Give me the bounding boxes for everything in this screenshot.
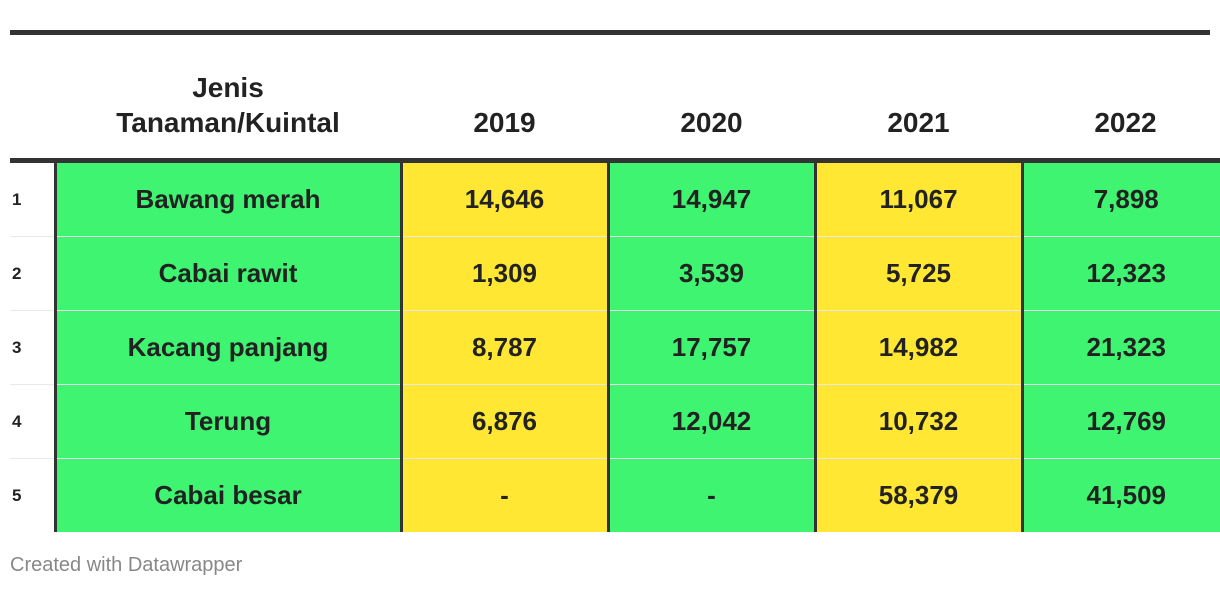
cell-value-2019: -	[399, 458, 608, 532]
cell-value-2019: 6,876	[399, 384, 608, 459]
cell-value-2020: 12,042	[606, 384, 815, 459]
cell-crop-name: Kacang panjang	[53, 310, 401, 385]
table-row: 5 Cabai besar - -58,379 41,509	[10, 458, 1220, 532]
row-rank: 3	[10, 310, 55, 385]
table-header-row: Jenis Tanaman/Kuintal 2019 2020 2021 202…	[10, 35, 1220, 163]
cell-value-2022: 21,323	[1020, 310, 1220, 385]
table-row: 2 Cabai rawit 1,309 3,539 5,725 12,323	[10, 236, 1220, 311]
cell-value-2022: 7,898	[1020, 160, 1220, 237]
cell-crop-name: Cabai besar	[53, 458, 401, 532]
rank-column-header	[10, 35, 55, 163]
cell-value-2019: 14,646	[399, 160, 608, 237]
cell-value-2021: 11,067	[813, 160, 1022, 237]
data-table: Jenis Tanaman/Kuintal 2019 2020 2021 202…	[10, 35, 1220, 532]
table-body: 1 Bawang merah 14,646 14,947 11,067 7,898 2 Cab…	[10, 160, 1220, 532]
cell-value-2020: 17,757	[606, 310, 815, 385]
cell-value-2020: 3,539	[606, 236, 815, 311]
cell-value-2020: -	[606, 458, 815, 532]
table-row: 1 Bawang merah 14,646 14,947 11,067 7,898	[10, 160, 1220, 237]
cell-crop-name: Bawang merah	[53, 160, 401, 237]
cell-value-2022: 12,323	[1020, 236, 1220, 311]
row-rank: 4	[10, 384, 55, 459]
table-row: 3 Kacang panjang 8,787 17,757 14,982 21,323	[10, 310, 1220, 385]
row-rank: 1	[10, 160, 55, 237]
column-header-crop-type: Jenis Tanaman/Kuintal	[55, 35, 401, 163]
column-header-2020: 2020	[608, 35, 815, 163]
datawrapper-credit: Created with Datawrapper	[10, 554, 243, 576]
column-header-2019: 2019	[401, 35, 608, 163]
cell-crop-name: Cabai rawit	[53, 236, 401, 311]
cell-value-2019: 8,787	[399, 310, 608, 385]
column-header-line: Tanaman/Kuintal	[116, 107, 340, 138]
table-top-rule	[10, 30, 1210, 35]
cell-value-2021: 58,379	[813, 458, 1022, 532]
cell-value-2021: 5,725	[813, 236, 1022, 311]
cell-value-2022: 41,509	[1020, 458, 1220, 532]
column-header-2021: 2021	[815, 35, 1022, 163]
cell-value-2020: 14,947	[606, 160, 815, 237]
cell-value-2021: 14,982	[813, 310, 1022, 385]
column-header-2022: 2022	[1022, 35, 1220, 163]
cell-value-2022: 12,769	[1020, 384, 1220, 459]
cell-value-2021: 10,732	[813, 384, 1022, 459]
row-rank: 5	[10, 458, 55, 532]
row-rank: 2	[10, 236, 55, 311]
column-header-line: Jenis	[192, 72, 264, 103]
cell-crop-name: Terung	[53, 384, 401, 459]
table-row: 4 Terung 6,876 12,042 10,732 12,769	[10, 384, 1220, 459]
cell-value-2019: 1,309	[399, 236, 608, 311]
data-table-container: Jenis Tanaman/Kuintal 2019 2020 2021 202…	[10, 30, 1220, 532]
